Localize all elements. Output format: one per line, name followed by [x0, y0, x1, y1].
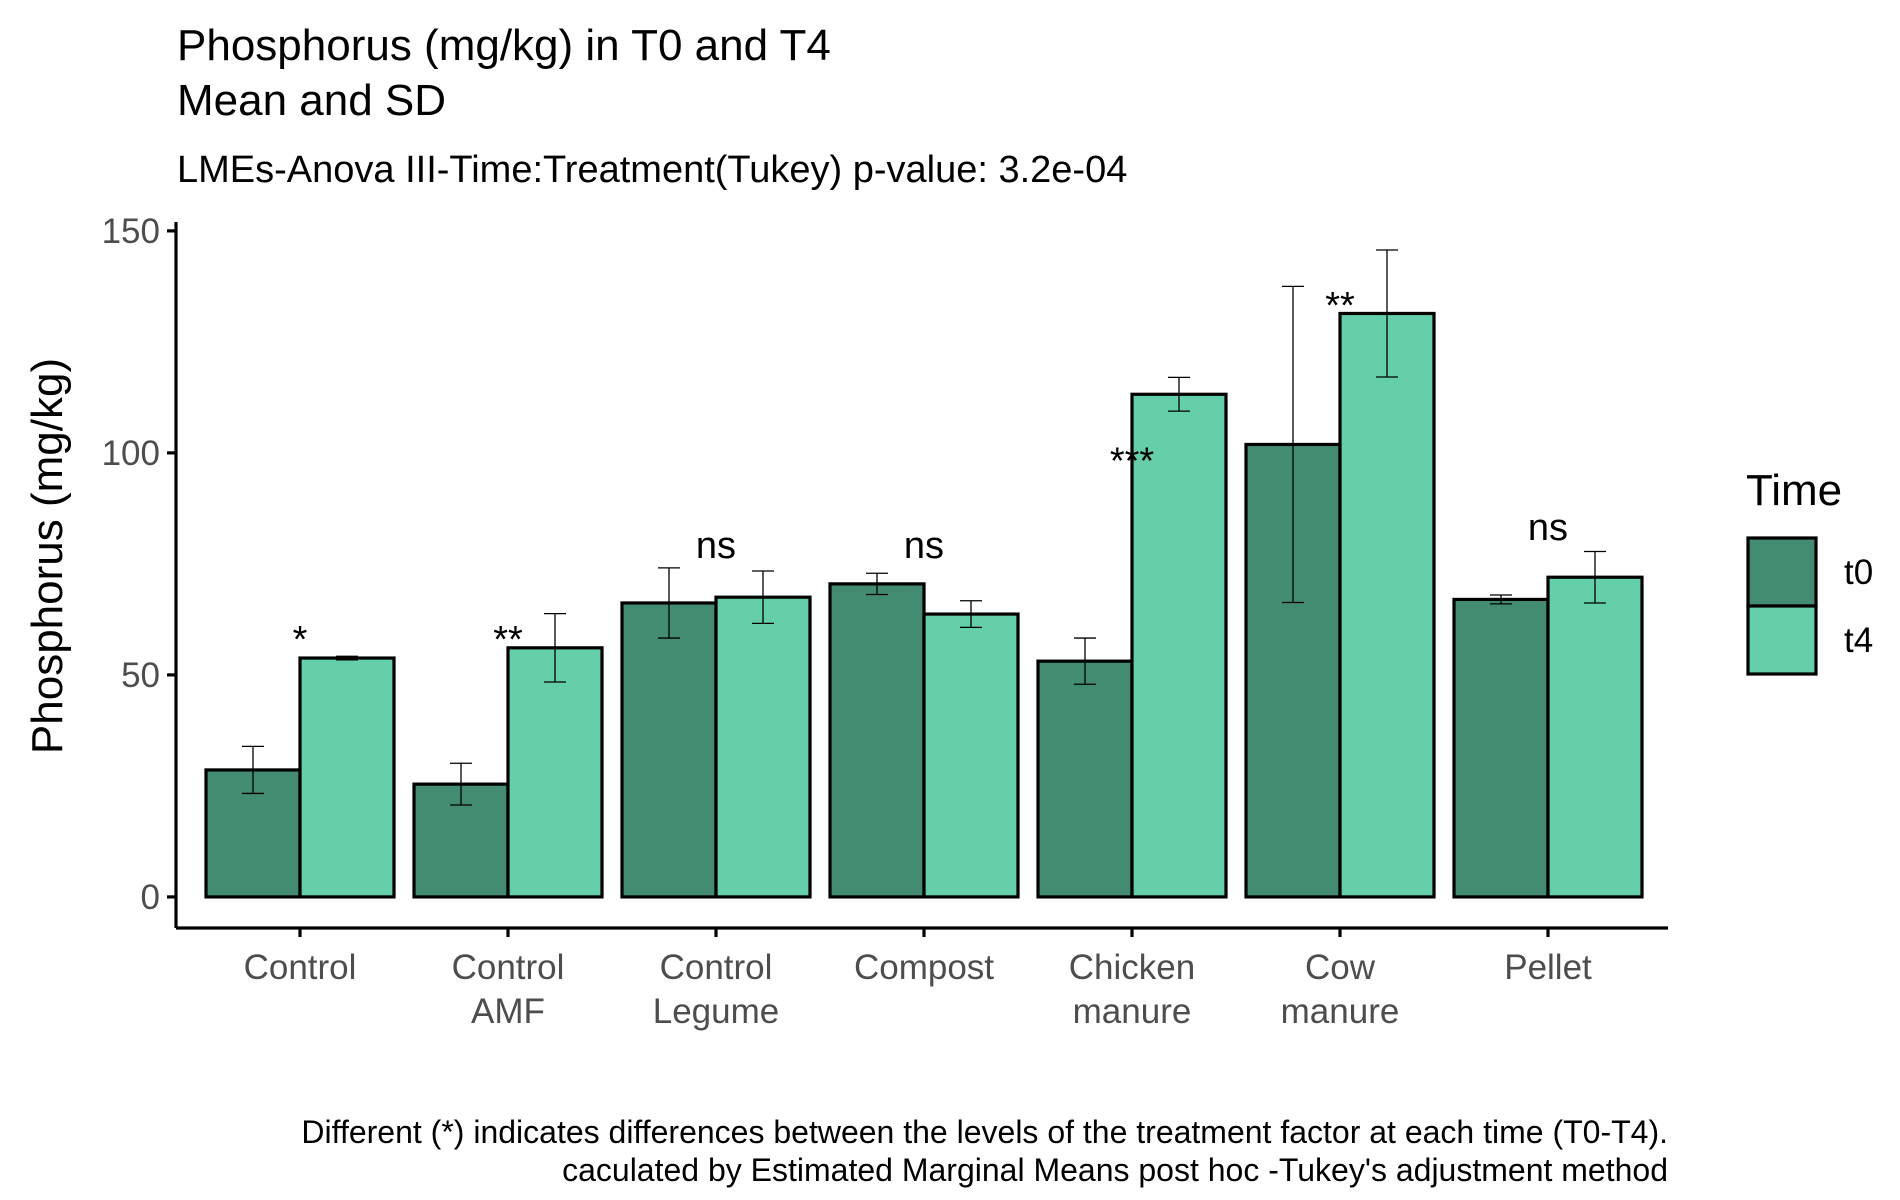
y-tick-label-50: 50 — [121, 656, 160, 695]
chart-subtitle: LMEs-Anova III-Time:Treatment(Tukey) p-v… — [177, 149, 1127, 191]
y-tick-label-100: 100 — [102, 434, 160, 473]
legend: Time t0 t4 — [1746, 466, 1873, 676]
legend-label-t4: t4 — [1844, 621, 1873, 660]
bar-t4-6 — [1546, 575, 1644, 899]
x-tick-label-4-1: manure — [1073, 992, 1192, 1031]
x-tick-label-5-0: Cow — [1305, 948, 1376, 987]
x-tick-label-4-0: Chicken — [1069, 948, 1195, 987]
legend-title: Time — [1746, 466, 1842, 515]
significance-label-2: ns — [696, 525, 736, 567]
significance-label-6: ns — [1528, 507, 1568, 549]
y-axis-title: Phosphorus (mg/kg) — [23, 358, 72, 754]
bar-t4-4 — [1130, 392, 1228, 899]
significance-label-5: ** — [1325, 285, 1355, 327]
error-bars-layer — [242, 249, 1606, 806]
significance-layer: * **ns ns*****ns — [293, 285, 1568, 661]
significance-label-3: ns — [904, 525, 944, 567]
bar-t4-2 — [714, 595, 812, 899]
caption-line-2: caculated by Estimated Marginal Means po… — [562, 1152, 1668, 1188]
chart-title-line2: Mean and SD — [177, 76, 446, 125]
x-tick-label-5-1: manure — [1281, 992, 1400, 1031]
significance-label-4: *** — [1110, 441, 1155, 483]
legend-key-t4 — [1746, 604, 1818, 676]
bar-t0-4 — [1036, 659, 1134, 899]
bars-layer — [204, 311, 1644, 899]
x-tick-label-2-0: Control — [660, 948, 773, 987]
x-tick-label-2-1: Legume — [653, 992, 779, 1031]
bar-t4-1 — [506, 646, 604, 899]
x-tick-label-0-0: Control — [244, 948, 357, 987]
chart-title: Phosphorus (mg/kg) in T0 and T4 — [177, 21, 831, 70]
bar-t4-0 — [298, 656, 396, 899]
legend-label-t0: t0 — [1844, 553, 1873, 592]
bar-t0-6 — [1452, 597, 1550, 899]
y-tick-label-150: 150 — [102, 212, 160, 251]
legend-key-t0 — [1746, 536, 1818, 608]
y-tick-label-0: 0 — [141, 878, 160, 917]
x-tick-label-1-1: AMF — [471, 992, 545, 1031]
significance-label-1: ** — [493, 619, 523, 661]
bar-t4-3 — [922, 612, 1020, 899]
significance-label-0: * — [293, 619, 308, 661]
bar-t0-3 — [828, 582, 926, 899]
bar-t4-5 — [1338, 311, 1436, 899]
bar-t0-2 — [620, 601, 718, 899]
caption-line-1: Different (*) indicates differences betw… — [301, 1114, 1668, 1150]
x-tick-label-1-0: Control — [452, 948, 565, 987]
axes-layer: 0 50 100 150 Control Control AMF Control Legume C… — [102, 212, 1668, 1031]
x-tick-label-6-0: Pellet — [1504, 948, 1592, 987]
x-tick-label-3-0: Compost — [854, 948, 994, 987]
